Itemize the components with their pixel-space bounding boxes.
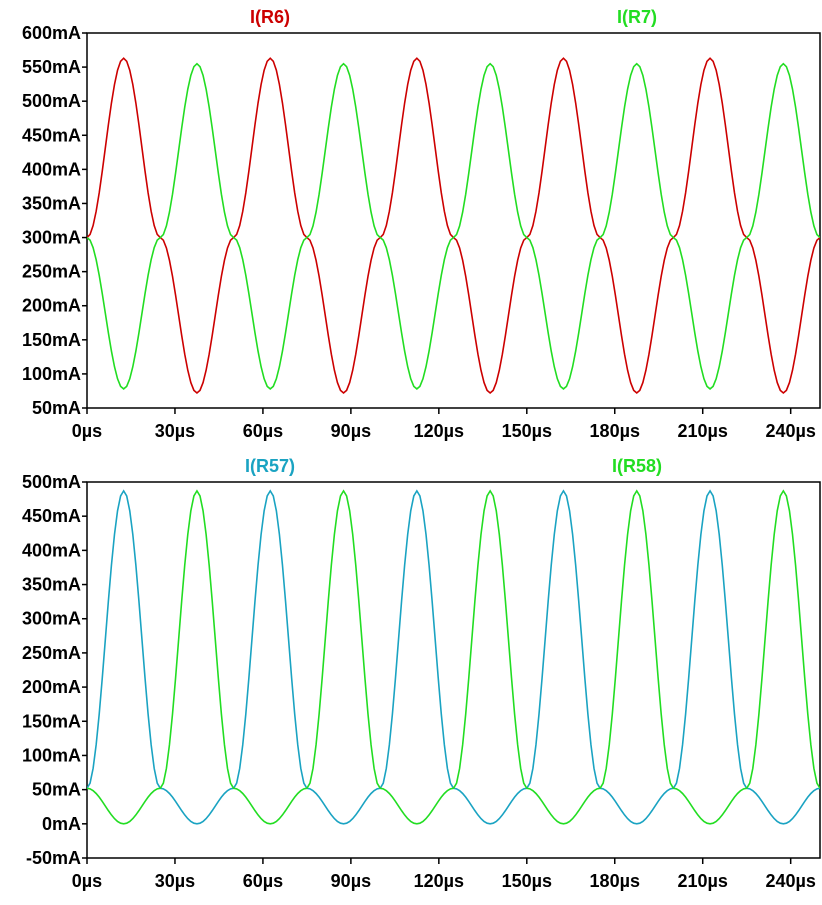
y-tick-label: 250mA (22, 643, 81, 663)
x-tick-label: 150µs (502, 421, 552, 441)
y-tick-label: 350mA (22, 193, 81, 213)
y-tick-label: 300mA (22, 228, 81, 248)
x-tick-label: 30µs (155, 871, 195, 891)
plot-panel-1: 50mA 100mA 150mA 200mA 250mA 300mA 350mA 400mA 4… (22, 7, 821, 441)
y-tick-label: 300mA (22, 609, 81, 629)
plot-frame (86, 481, 821, 859)
y-tick-label: 350mA (22, 575, 81, 595)
y-tick-label: 100mA (22, 364, 81, 384)
trace-ir6 (87, 57, 820, 395)
x-tick-label: 210µs (678, 421, 728, 441)
plot-panel-2: -50mA 0mA 50mA 100mA 150mA 200mA 250mA 300mA 350… (22, 456, 821, 891)
y-tick-label: 450mA (22, 125, 81, 145)
trace-ir57 (87, 489, 820, 825)
y-tick-label: 200mA (22, 677, 81, 697)
x-tick-label: 90µs (331, 421, 371, 441)
x-tick-label: 120µs (414, 421, 464, 441)
x-tick-label: 240µs (765, 421, 815, 441)
y-tick-label: -50mA (26, 848, 81, 868)
trace-label[interactable]: I(R7) (617, 7, 657, 27)
x-tick-label: 180µs (590, 421, 640, 441)
y-tick-label: 450mA (22, 506, 81, 526)
y-tick-label: 400mA (22, 540, 81, 560)
y-tick-label: 250mA (22, 262, 81, 282)
y-tick-label: 200mA (22, 296, 81, 316)
x-tick-label: 210µs (678, 871, 728, 891)
x-tick-label: 240µs (765, 871, 815, 891)
x-tick-label: 0µs (72, 421, 102, 441)
x-tick-label: 30µs (155, 421, 195, 441)
trace-label[interactable]: I(R6) (250, 7, 290, 27)
y-tick-label: 0mA (42, 814, 81, 834)
x-tick-label: 180µs (590, 871, 640, 891)
y-tick-label: 600mA (22, 23, 81, 43)
y-tick-label: 500mA (22, 91, 81, 111)
trace-label[interactable]: I(R57) (245, 456, 295, 476)
trace-ir7 (87, 62, 820, 390)
x-tick-label: 60µs (243, 421, 283, 441)
x-tick-label: 120µs (414, 871, 464, 891)
trace-label[interactable]: I(R58) (612, 456, 662, 476)
y-tick-label: 400mA (22, 159, 81, 179)
y-tick-label: 100mA (22, 745, 81, 765)
y-tick-label: 50mA (32, 780, 81, 800)
y-tick-label: 550mA (22, 57, 81, 77)
y-tick-label: 50mA (32, 398, 81, 418)
x-tick-label: 90µs (331, 871, 371, 891)
plot-frame (86, 32, 821, 409)
x-tick-label: 150µs (502, 871, 552, 891)
x-tick-label: 60µs (243, 871, 283, 891)
trace-ir58 (87, 489, 820, 825)
y-tick-label: 150mA (22, 711, 81, 731)
y-tick-label: 500mA (22, 472, 81, 492)
y-tick-label: 150mA (22, 330, 81, 350)
x-tick-label: 0µs (72, 871, 102, 891)
